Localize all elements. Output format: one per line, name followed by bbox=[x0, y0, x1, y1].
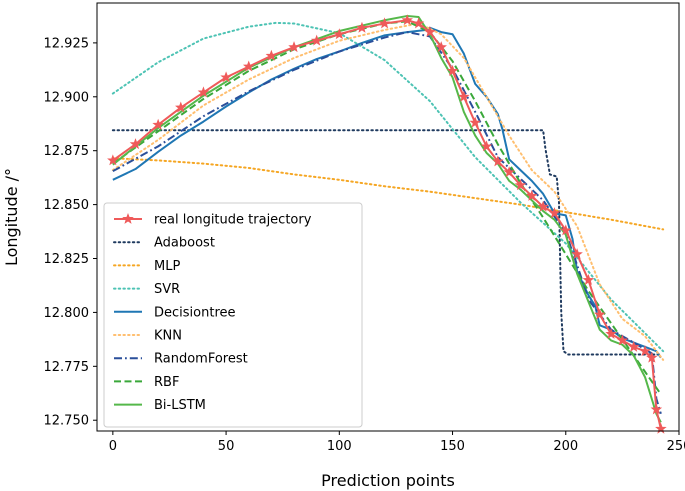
y-axis-label: Longitude /° bbox=[2, 168, 21, 266]
data-point-marker bbox=[152, 118, 164, 130]
x-axis-label: Prediction points bbox=[321, 471, 455, 490]
data-point-marker bbox=[220, 71, 232, 83]
data-point-marker bbox=[526, 189, 538, 201]
legend-label-svr: SVR bbox=[154, 282, 180, 297]
data-point-marker bbox=[446, 64, 459, 76]
data-point-marker bbox=[650, 403, 663, 415]
data-point-marker bbox=[412, 17, 425, 29]
data-point-marker bbox=[469, 116, 481, 128]
data-point-marker bbox=[571, 248, 583, 260]
legend-label-real-longitude-trajectory: real longitude trajectory bbox=[154, 213, 312, 228]
series-group bbox=[107, 14, 667, 434]
data-point-marker bbox=[401, 14, 414, 26]
series-line-svr bbox=[111, 21, 665, 353]
data-point-marker bbox=[378, 17, 391, 29]
data-point-marker bbox=[646, 351, 658, 363]
x-tick-label: 0 bbox=[109, 439, 117, 454]
x-tick-label: 150 bbox=[440, 439, 465, 454]
y-tick-label: 12.825 bbox=[44, 252, 90, 267]
data-point-marker bbox=[627, 340, 640, 352]
data-point-marker bbox=[514, 179, 527, 191]
series-line-rbf bbox=[112, 20, 662, 395]
data-point-marker bbox=[265, 49, 278, 61]
data-point-marker bbox=[288, 41, 300, 53]
legend-marker bbox=[122, 212, 134, 224]
y-tick-label: 12.775 bbox=[44, 360, 90, 375]
data-point-marker bbox=[333, 28, 346, 40]
x-tick-label: 200 bbox=[553, 439, 578, 454]
legend-box bbox=[103, 202, 363, 428]
plot-frame bbox=[96, 2, 680, 432]
y-tick-label: 12.800 bbox=[44, 306, 90, 321]
data-point-marker bbox=[560, 224, 572, 236]
data-point-marker bbox=[197, 86, 210, 98]
data-point-marker bbox=[616, 334, 629, 346]
data-point-marker bbox=[129, 138, 142, 150]
data-point-marker bbox=[242, 60, 255, 72]
y-tick-label: 12.925 bbox=[44, 36, 90, 51]
legend-label-rbf: RBF bbox=[154, 375, 179, 390]
y-tick-label: 12.875 bbox=[44, 144, 90, 159]
series-line-knn bbox=[111, 22, 665, 361]
y-tick-label: 12.900 bbox=[44, 90, 90, 105]
y-tick-label: 12.750 bbox=[44, 414, 90, 429]
data-point-marker bbox=[605, 327, 617, 339]
legend-label-mlp: MLP bbox=[154, 259, 180, 274]
x-tick-label: 50 bbox=[218, 439, 235, 454]
data-point-marker bbox=[639, 345, 651, 357]
data-point-marker bbox=[582, 274, 595, 285]
legend-label-adaboost: Adaboost bbox=[154, 236, 215, 251]
data-point-marker bbox=[435, 41, 447, 53]
y-tick-label: 12.850 bbox=[44, 198, 90, 213]
data-point-marker bbox=[593, 308, 606, 320]
legend: real longitude trajectory Adaboost MLP SVR D… bbox=[103, 202, 363, 428]
data-point-marker bbox=[537, 200, 549, 212]
legend-label-knn: KNN bbox=[154, 329, 182, 344]
series-line-adaboost bbox=[111, 129, 662, 356]
x-tick-label: 100 bbox=[327, 439, 352, 454]
data-point-marker bbox=[107, 154, 119, 166]
legend-label-decisiontree: Decisiontree bbox=[154, 305, 236, 320]
data-point-marker bbox=[503, 166, 515, 178]
data-point-marker bbox=[356, 21, 368, 33]
data-point-marker bbox=[480, 140, 493, 152]
x-tick-label: 250 bbox=[667, 439, 685, 454]
legend-label-bi-lstm: Bi-LSTM bbox=[154, 398, 206, 413]
data-point-marker bbox=[492, 155, 504, 167]
series-line-mlp bbox=[111, 157, 665, 231]
axis-ticks: 0 50 100 150 200 250 12.750 12.775 12.800 12.825 1… bbox=[44, 36, 685, 454]
legend-label-randomforest: RandomForest bbox=[154, 352, 248, 367]
data-point-marker bbox=[548, 207, 561, 219]
data-point-marker bbox=[310, 34, 323, 46]
data-point-marker bbox=[424, 26, 436, 38]
data-point-marker bbox=[458, 90, 470, 102]
data-point-marker bbox=[175, 101, 187, 113]
